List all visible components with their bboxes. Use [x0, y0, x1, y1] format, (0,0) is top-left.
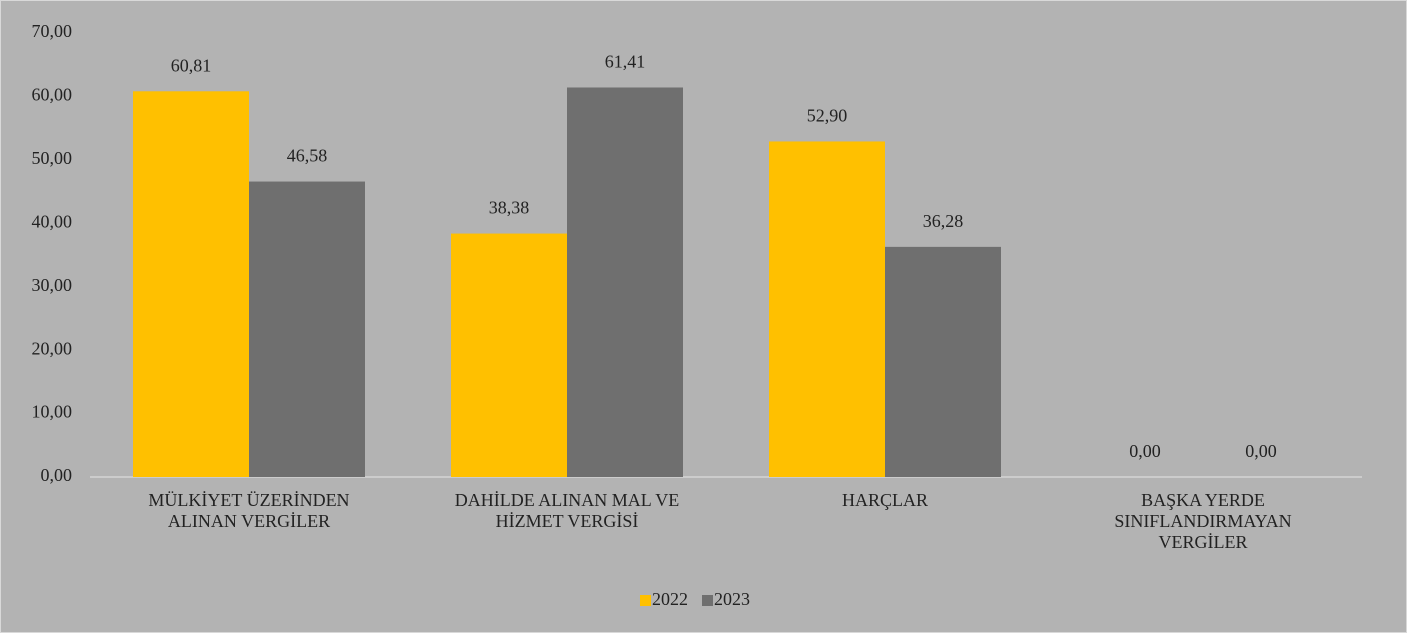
y-tick-label: 10,00	[32, 402, 73, 422]
y-tick-label: 50,00	[32, 148, 73, 168]
bar	[451, 233, 567, 477]
y-tick-label: 40,00	[32, 211, 73, 231]
bar	[133, 91, 249, 477]
legend-swatch	[702, 595, 713, 606]
value-label: 52,90	[807, 106, 848, 126]
y-tick-label: 0,00	[41, 465, 73, 485]
y-tick-label: 70,00	[32, 21, 73, 41]
bar	[885, 246, 1001, 477]
bar	[769, 141, 885, 477]
x-tick-label: MÜLKİYET ÜZERİNDEN ALINAN VERGİLER	[148, 490, 350, 531]
value-label: 36,28	[923, 211, 964, 231]
y-tick-label: 20,00	[32, 338, 73, 358]
value-label: 0,00	[1245, 441, 1277, 461]
value-label: 61,41	[605, 52, 646, 72]
y-tick-label: 60,00	[32, 85, 73, 105]
bar	[249, 181, 365, 477]
x-tick-label: BAŞKA YERDE SINIFLANDIRMAYAN VERGİLER	[1114, 490, 1292, 552]
value-label: 60,81	[171, 55, 212, 75]
legend-label: 2022	[652, 589, 688, 609]
x-tick-label: HARÇLAR	[841, 490, 928, 510]
legend-swatch	[640, 595, 651, 606]
value-label: 38,38	[489, 198, 530, 218]
x-tick-label: DAHİLDE ALINAN MAL VE HİZMET VERGİSİ	[454, 490, 680, 531]
value-label: 0,00	[1129, 441, 1161, 461]
value-label: 46,58	[287, 146, 328, 166]
bar	[567, 87, 683, 478]
legend-label: 2023	[714, 589, 750, 609]
y-tick-label: 30,00	[32, 275, 73, 295]
